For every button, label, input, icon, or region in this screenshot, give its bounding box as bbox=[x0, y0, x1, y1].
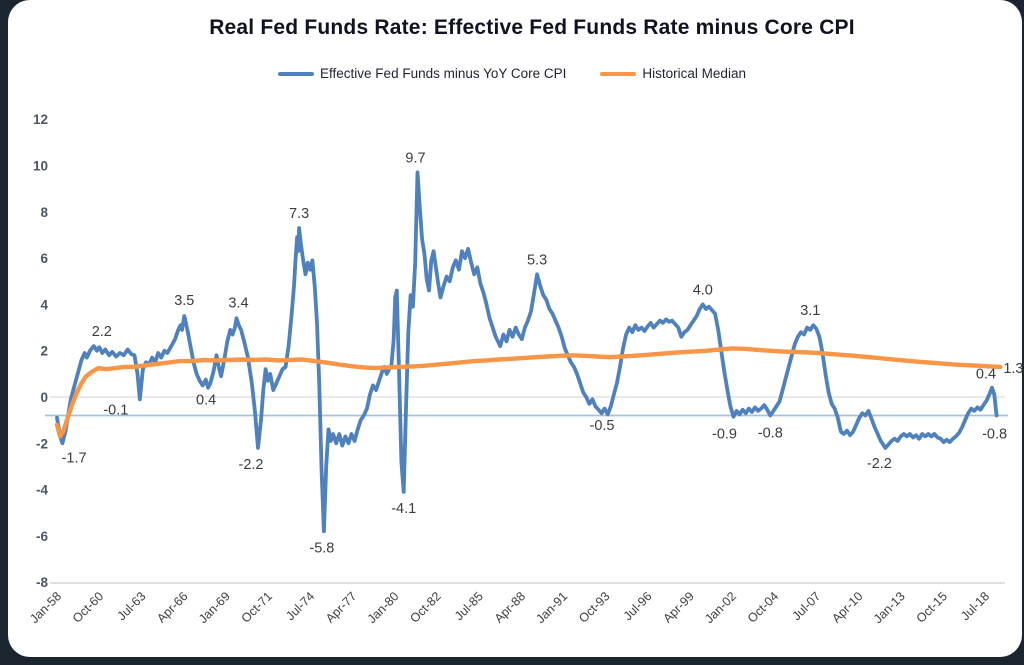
data-label: 3.5 bbox=[174, 293, 194, 309]
data-label: 0.4 bbox=[976, 367, 996, 383]
legend-item-historical-median[interactable]: Historical Median bbox=[600, 66, 746, 81]
y-axis-tick-label: 12 bbox=[33, 112, 48, 127]
data-label: -0.9 bbox=[712, 427, 737, 443]
data-label: 2.2 bbox=[92, 324, 112, 340]
y-axis-tick-label: -4 bbox=[36, 483, 48, 498]
y-axis-tick-label: 0 bbox=[40, 390, 48, 405]
x-axis-tick-label: Jul-18 bbox=[958, 589, 992, 623]
y-axis-tick-label: -6 bbox=[36, 529, 48, 544]
legend-label-effective-fed-funds: Effective Fed Funds minus YoY Core CPI bbox=[320, 66, 567, 81]
x-axis-tick-label: Jul-96 bbox=[621, 589, 655, 623]
y-axis-tick-label: 4 bbox=[40, 297, 48, 312]
x-axis-tick-label: Jan-91 bbox=[533, 589, 570, 626]
data-label: -1.7 bbox=[62, 450, 87, 466]
series-line-historical-median bbox=[54, 346, 1003, 439]
data-label: 3.4 bbox=[228, 295, 248, 311]
x-axis-tick-label: Oct-71 bbox=[239, 589, 275, 625]
x-axis-tick-label: Apr-10 bbox=[829, 589, 865, 625]
x-axis-tick-label: Apr-88 bbox=[492, 589, 528, 625]
x-axis-tick-label: Jan-80 bbox=[365, 589, 402, 626]
x-axis-tick-label: Jul-07 bbox=[789, 589, 823, 623]
x-axis-tick-label: Oct-60 bbox=[70, 589, 106, 625]
data-label: -0.5 bbox=[590, 418, 615, 434]
chart-title: Real Fed Funds Rate: Effective Fed Funds… bbox=[209, 16, 855, 39]
data-label: -2.2 bbox=[867, 456, 892, 472]
y-axis-tick-label: -2 bbox=[36, 436, 48, 451]
legend-item-effective-fed-funds[interactable]: Effective Fed Funds minus YoY Core CPI bbox=[278, 66, 566, 81]
chart-legend: Effective Fed Funds minus YoY Core CPI H… bbox=[0, 66, 1024, 81]
data-label: -4.1 bbox=[391, 501, 416, 517]
data-label: -0.8 bbox=[758, 426, 783, 442]
x-axis-tick-label: Jul-74 bbox=[283, 589, 317, 623]
legend-label-historical-median: Historical Median bbox=[642, 66, 746, 81]
x-axis-tick-label: Oct-15 bbox=[914, 589, 950, 625]
y-axis-tick-label: -8 bbox=[36, 575, 48, 590]
x-axis-tick-label: Apr-99 bbox=[660, 589, 696, 625]
x-axis-tick-label: Jan-13 bbox=[871, 589, 908, 626]
data-label: 3.1 bbox=[800, 303, 820, 319]
y-axis-tick-label: 10 bbox=[33, 159, 48, 174]
x-axis-tick-label: Jan-58 bbox=[27, 589, 64, 626]
legend-line-swatch-blue-icon bbox=[278, 71, 315, 76]
y-axis-tick-label: 6 bbox=[40, 251, 48, 266]
x-axis-tick-label: Oct-82 bbox=[407, 589, 443, 625]
legend-line-swatch-orange-icon bbox=[600, 71, 637, 76]
data-label: 5.3 bbox=[527, 252, 547, 268]
y-axis-tick-label: 8 bbox=[40, 205, 48, 220]
x-axis-tick-label: Oct-04 bbox=[745, 589, 781, 625]
x-axis-tick-label: Jul-85 bbox=[452, 589, 486, 623]
data-label: 1.3 bbox=[1003, 361, 1023, 377]
x-axis-tick-label: Oct-93 bbox=[576, 589, 612, 625]
y-axis-tick-label: 2 bbox=[40, 344, 48, 359]
data-label: -5.8 bbox=[309, 540, 334, 556]
x-axis-tick-label: Jan-69 bbox=[196, 589, 233, 626]
x-axis-tick-label: Jan-02 bbox=[702, 589, 739, 626]
data-label: 0.4 bbox=[196, 393, 216, 409]
data-label: 4.0 bbox=[693, 282, 713, 298]
x-axis-tick-label: Apr-66 bbox=[154, 589, 190, 625]
x-axis-tick-label: Jul-63 bbox=[115, 589, 149, 623]
x-axis-tick-label: Apr-77 bbox=[323, 589, 359, 625]
data-label: -0.8 bbox=[982, 427, 1007, 443]
data-label: -2.2 bbox=[239, 457, 264, 473]
data-label: 7.3 bbox=[289, 206, 309, 222]
data-label: -0.1 bbox=[103, 402, 128, 418]
data-label: 9.7 bbox=[405, 150, 425, 166]
series-line-effective-fed-funds bbox=[55, 170, 999, 534]
